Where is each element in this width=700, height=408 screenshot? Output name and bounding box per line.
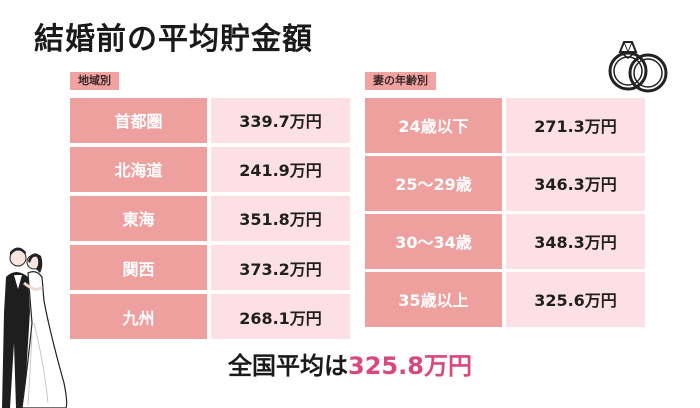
region-row: 東海 351.8万円 [70, 196, 350, 241]
national-average: 全国平均は325.8万円 [0, 346, 700, 381]
age-table: 24歳以下 271.3万円 25〜29歳 346.3万円 30〜34歳 348.3万円 35… [365, 98, 645, 330]
age-category-label: 35歳以上 [365, 272, 502, 327]
age-row: 30〜34歳 348.3万円 [365, 214, 645, 269]
region-row: 関西 373.2万円 [70, 245, 350, 290]
region-value-label: 241.9万円 [211, 147, 350, 192]
region-category-label: 東海 [70, 196, 207, 241]
age-row: 35歳以上 325.6万円 [365, 272, 645, 327]
region-category-label: 首都圏 [70, 98, 207, 143]
region-row: 九州 268.1万円 [70, 294, 350, 339]
age-value-label: 271.3万円 [506, 98, 645, 153]
age-value-label: 348.3万円 [506, 214, 645, 269]
wedding-rings-icon [608, 41, 668, 93]
age-category-label: 30〜34歳 [365, 214, 502, 269]
national-average-value: 325.8万円 [348, 352, 472, 380]
region-row: 北海道 241.9万円 [70, 147, 350, 192]
region-row: 首都圏 339.7万円 [70, 98, 350, 143]
age-value-label: 346.3万円 [506, 156, 645, 211]
page-title: 結婚前の平均貯金額 [34, 22, 313, 57]
region-table: 首都圏 339.7万円 北海道 241.9万円 東海 351.8万円 関西 373.2万円 九州… [70, 98, 350, 343]
age-category-label: 24歳以下 [365, 98, 502, 153]
region-category-label: 北海道 [70, 147, 207, 192]
region-tag: 地域別 [70, 72, 119, 90]
age-value-label: 325.6万円 [506, 272, 645, 327]
region-category-label: 九州 [70, 294, 207, 339]
wedding-couple-illustration [2, 247, 68, 408]
age-category-label: 25〜29歳 [365, 156, 502, 211]
age-row: 25〜29歳 346.3万円 [365, 156, 645, 211]
region-value-label: 268.1万円 [211, 294, 350, 339]
region-category-label: 関西 [70, 245, 207, 290]
region-value-label: 373.2万円 [211, 245, 350, 290]
region-value-label: 339.7万円 [211, 98, 350, 143]
age-tag: 妻の年齢別 [365, 72, 436, 90]
region-value-label: 351.8万円 [211, 196, 350, 241]
age-row: 24歳以下 271.3万円 [365, 98, 645, 153]
national-average-prefix: 全国平均は [228, 352, 349, 380]
